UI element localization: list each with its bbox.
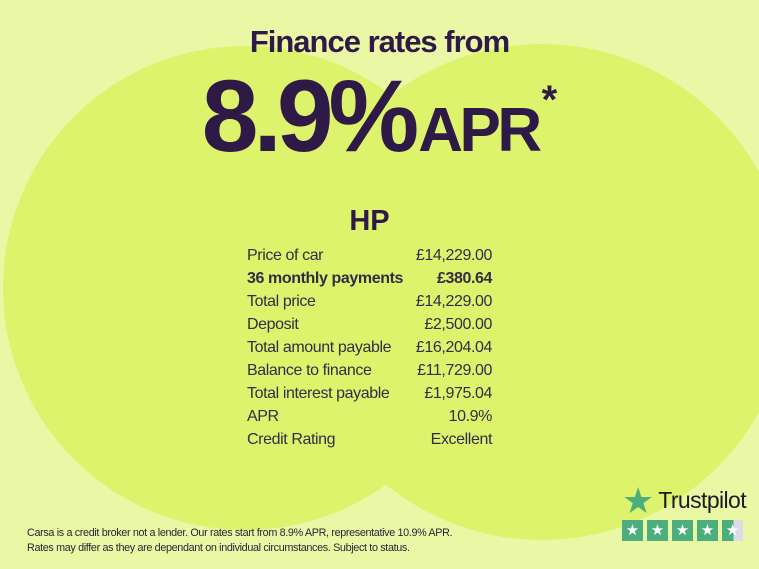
- banner-eyebrow: Finance rates from: [249, 24, 510, 59]
- row-value: £16,204.04: [415, 338, 492, 356]
- disclaimer-line-1: Carsa is a credit broker not a lender. O…: [27, 527, 453, 539]
- row-value: £14,229.00: [415, 246, 492, 264]
- row-value: 10.9%: [448, 407, 493, 425]
- row-label: Total amount payable: [247, 338, 392, 356]
- table-row: 36 monthly payments £380.64: [247, 267, 492, 290]
- table-row: Credit Rating Excellent: [247, 428, 492, 451]
- legal-disclaimer: Carsa is a credit broker not a lender. O…: [27, 526, 497, 555]
- trustpilot-rating-star-full: ★: [672, 520, 693, 541]
- rate-unit: APR: [418, 96, 542, 165]
- table-row: Deposit £2,500.00: [247, 313, 492, 336]
- table-row: Total interest payable £1,975.04: [247, 382, 492, 405]
- row-label: APR: [247, 407, 279, 425]
- row-value: Excellent: [430, 430, 493, 448]
- trustpilot-rating-star-full: ★: [697, 520, 718, 541]
- rate-value: 8.9%: [201, 59, 419, 173]
- row-value: £380.64: [436, 269, 492, 287]
- trustpilot-logo-row: ★ Trustpilot: [622, 480, 747, 521]
- finance-table: Price of car £14,229.00 36 monthly payme…: [247, 244, 492, 451]
- table-row: Price of car £14,229.00: [247, 244, 492, 267]
- row-value: £11,729.00: [417, 361, 492, 379]
- row-label: Total interest payable: [247, 384, 390, 402]
- trustpilot-rating-star-half: ★: [722, 520, 743, 541]
- trustpilot-wordmark: Trustpilot: [658, 487, 747, 513]
- row-label: Price of car: [247, 246, 324, 264]
- row-label: Total price: [247, 292, 316, 310]
- trustpilot-stars: ★ ★ ★ ★ ★: [622, 520, 746, 541]
- table-row: APR 10.9%: [247, 405, 492, 428]
- table-row: Balance to finance £11,729.00: [247, 359, 492, 382]
- trustpilot-widget: ★ Trustpilot ★ ★ ★ ★ ★: [622, 480, 747, 541]
- headline-rate: 8.9%APR*: [0, 65, 759, 179]
- row-label: Deposit: [247, 315, 299, 333]
- trustpilot-rating-star-full: ★: [622, 520, 643, 541]
- trustpilot-rating-star-full: ★: [647, 520, 668, 541]
- product-title: HP: [349, 205, 390, 237]
- trustpilot-star-icon: ★: [622, 480, 655, 521]
- disclaimer-line-2: Rates may differ as they are dependant o…: [27, 541, 410, 554]
- row-value: £14,229.00: [415, 292, 492, 310]
- row-value: £2,500.00: [424, 315, 492, 333]
- row-label: Credit Rating: [247, 430, 336, 448]
- background-blob-right: [294, 44, 759, 540]
- row-label: Balance to finance: [247, 361, 372, 379]
- table-row: Total price £14,229.00: [247, 290, 492, 313]
- row-value: £1,975.04: [424, 384, 492, 402]
- rate-footnote-marker: *: [541, 78, 558, 122]
- table-row: Total amount payable £16,204.04: [247, 336, 492, 359]
- row-label: 36 monthly payments: [247, 269, 404, 287]
